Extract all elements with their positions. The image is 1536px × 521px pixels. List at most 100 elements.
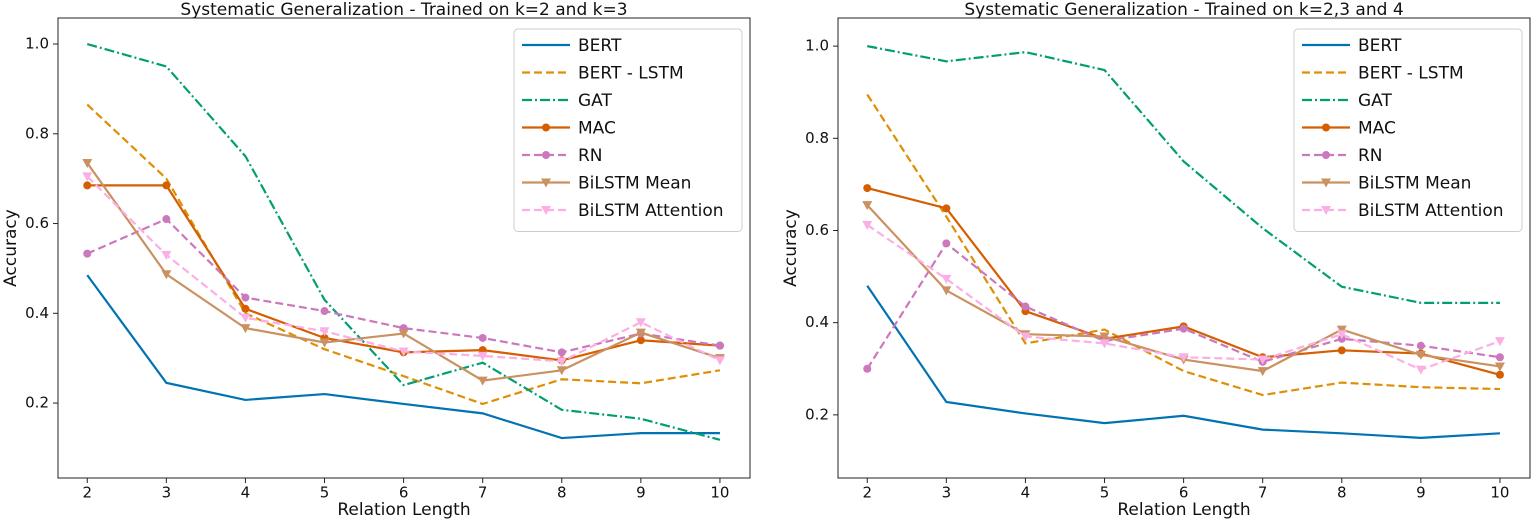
- y-tick-label: 0.6: [805, 221, 829, 239]
- chart-panel: Systematic Generalization - Trained on k…: [781, 0, 1531, 520]
- legend-label: RN: [578, 146, 603, 166]
- point: [556, 366, 567, 376]
- point: [1337, 346, 1346, 355]
- y-axis-label: Accuracy: [781, 209, 801, 287]
- series-line: [86, 103, 721, 406]
- x-tick-label: 6: [399, 484, 409, 502]
- point: [635, 318, 646, 328]
- y-tick-label: 0.2: [25, 394, 49, 412]
- y-tick-label: 1.0: [25, 35, 49, 53]
- legend-marker: [1321, 178, 1331, 188]
- legend-label: BERT - LSTM: [578, 64, 684, 84]
- x-tick-label: 9: [1416, 484, 1426, 502]
- legend-marker: [541, 178, 551, 188]
- point: [477, 351, 488, 361]
- legend-label: BiLSTM Mean: [1358, 174, 1471, 194]
- legend-marker: [542, 123, 550, 132]
- point: [1179, 324, 1188, 333]
- legend-marker: [1322, 123, 1330, 132]
- point: [319, 338, 330, 348]
- point: [1495, 353, 1504, 362]
- point: [398, 329, 409, 339]
- point: [863, 184, 872, 193]
- point: [862, 220, 873, 230]
- x-tick-label: 10: [710, 484, 729, 502]
- point: [556, 357, 567, 367]
- x-tick-label: 7: [478, 484, 488, 502]
- x-tick-label: 3: [942, 484, 952, 502]
- x-tick-label: 3: [162, 484, 172, 502]
- y-tick-label: 0.4: [805, 313, 829, 331]
- point: [1020, 332, 1031, 342]
- legend-label: BiLSTM Attention: [578, 201, 724, 221]
- point: [161, 270, 172, 280]
- legend-label: BERT: [578, 36, 622, 56]
- point: [240, 313, 251, 323]
- point: [161, 250, 172, 260]
- legend-label: MAC: [578, 119, 616, 139]
- legend-label: RN: [1358, 146, 1383, 166]
- point: [241, 293, 250, 302]
- chart-title: Systematic Generalization - Trained on k…: [180, 0, 627, 20]
- point: [240, 324, 251, 334]
- legend-label: MAC: [1358, 119, 1396, 139]
- point: [1416, 341, 1425, 350]
- point: [715, 341, 724, 350]
- x-tick-label: 6: [1179, 484, 1189, 502]
- legend-label: BERT: [1358, 36, 1402, 56]
- point: [1336, 325, 1347, 335]
- legend-label: GAT: [1358, 91, 1392, 111]
- point: [478, 333, 487, 342]
- x-tick-label: 4: [1021, 484, 1031, 502]
- legend-marker: [1321, 206, 1331, 215]
- x-axis-label: Relation Length: [337, 500, 470, 520]
- series-line: [867, 45, 1500, 304]
- point: [82, 158, 93, 168]
- series-line: [866, 285, 1501, 440]
- y-tick-label: 0.4: [25, 304, 49, 322]
- plot-frame: [57, 17, 751, 479]
- point: [941, 286, 952, 296]
- point: [83, 249, 92, 258]
- legend-box: [1293, 28, 1523, 232]
- series-line: [866, 224, 1501, 371]
- point: [1415, 350, 1426, 360]
- legend-marker: [1322, 151, 1330, 159]
- x-tick-label: 7: [1258, 484, 1268, 502]
- point: [1495, 370, 1504, 379]
- x-tick-label: 9: [636, 484, 646, 502]
- chart-title: Systematic Generalization - Trained on k…: [964, 0, 1403, 20]
- point: [241, 304, 250, 313]
- point: [82, 172, 93, 182]
- point: [1336, 330, 1347, 340]
- legend-label: GAT: [578, 91, 612, 111]
- series-line: [86, 217, 721, 354]
- point: [941, 274, 952, 284]
- x-tick-label: 8: [557, 484, 567, 502]
- point: [1257, 367, 1268, 377]
- y-tick-label: 0.6: [25, 214, 49, 232]
- point: [1494, 362, 1505, 372]
- point: [863, 364, 872, 373]
- point: [1415, 365, 1426, 375]
- chart-panel: Systematic Generalization - Trained on k…: [1, 0, 751, 520]
- point: [1099, 339, 1110, 349]
- series-line: [866, 93, 1500, 397]
- y-tick-label: 0.8: [25, 124, 49, 142]
- point: [162, 215, 171, 224]
- point: [635, 328, 646, 338]
- series-line: [86, 274, 720, 440]
- point: [1257, 355, 1268, 365]
- plot-frame: [837, 17, 1531, 479]
- point: [1178, 353, 1189, 363]
- x-tick-label: 4: [241, 484, 251, 502]
- x-tick-label: 5: [1100, 484, 1110, 502]
- point: [942, 239, 951, 248]
- point: [1099, 332, 1110, 342]
- legend-box: [513, 28, 743, 232]
- legend-marker: [541, 206, 551, 215]
- point: [320, 307, 329, 316]
- legend-marker: [542, 151, 550, 159]
- point: [319, 327, 330, 337]
